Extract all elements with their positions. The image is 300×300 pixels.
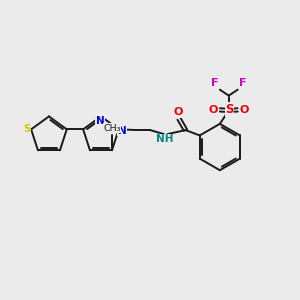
Text: O: O [174, 107, 183, 117]
Text: F: F [211, 78, 219, 88]
Text: N: N [118, 126, 127, 136]
Text: S: S [225, 103, 234, 116]
Text: S: S [23, 124, 30, 134]
Text: F: F [239, 78, 246, 88]
Text: O: O [208, 105, 218, 115]
Text: NH: NH [156, 134, 173, 145]
Text: O: O [239, 105, 249, 115]
Text: CH₃: CH₃ [103, 124, 121, 133]
Text: N: N [96, 116, 105, 126]
